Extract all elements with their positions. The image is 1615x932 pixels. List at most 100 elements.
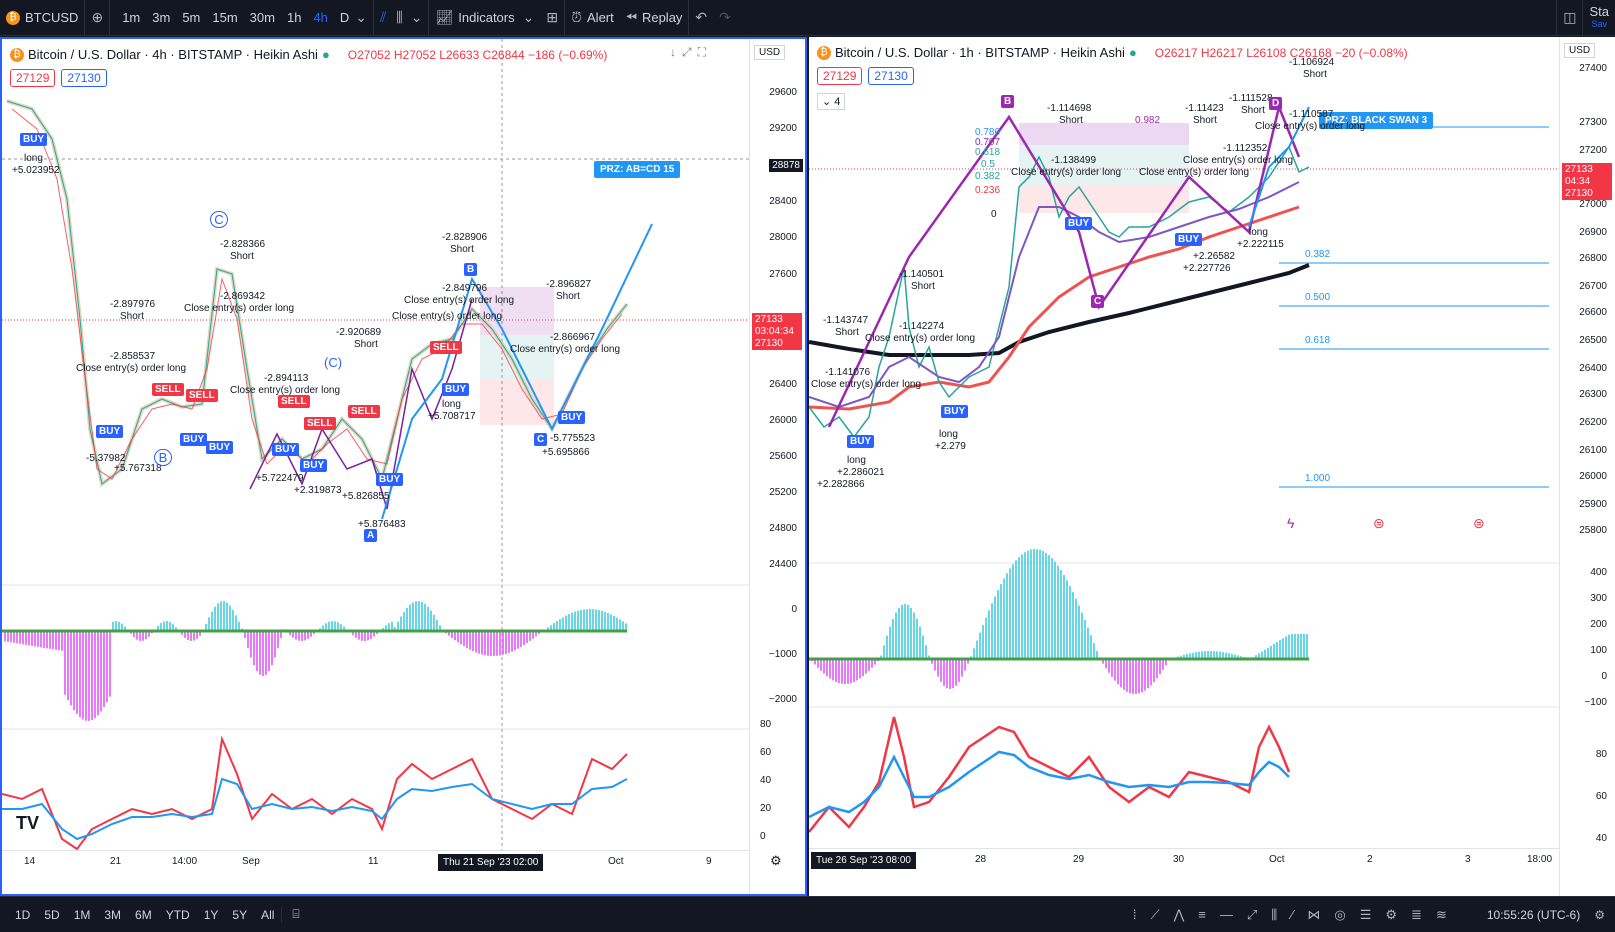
gear-icon[interactable]: ⚙ <box>1594 907 1605 922</box>
histogram-bar <box>394 627 396 631</box>
us-flag-event-icon[interactable]: ⊜ <box>1473 515 1485 531</box>
osc-tick: −2000 <box>768 694 797 705</box>
channel-tool-icon[interactable]: ☰ <box>1359 906 1372 922</box>
line-tool-icon[interactable]: ∕ <box>1291 906 1294 922</box>
us-flag-event-icon[interactable]: ⊜ <box>1373 515 1385 531</box>
range-5D[interactable]: 5D <box>44 907 60 922</box>
clock[interactable]: 10:55:26 (UTC-6) <box>1486 907 1581 922</box>
undo-button[interactable]: ↶ <box>688 0 713 36</box>
alert-button[interactable]: ⏰︎ Alert <box>564 0 620 36</box>
bid-price[interactable]: 27129 <box>817 67 863 85</box>
pattern-tool-icon[interactable]: ⋀ <box>1173 906 1185 922</box>
chart-pane-right[interactable]: ₿ Bitcoin / U.S. Dollar · 1h · BITSTAMP … <box>809 37 1615 896</box>
histogram-bar <box>514 631 516 651</box>
bar-style-icon[interactable]: ⫼ <box>396 9 403 25</box>
panel-toggle-button[interactable]: ◫ <box>1556 0 1582 36</box>
price-axis-left[interactable]: USD 29600 29200 28878 28400 28000 27600 … <box>749 39 805 894</box>
fib-tool-icon[interactable]: ≡ <box>1198 906 1206 922</box>
maximize-icon[interactable]: ⤢ <box>682 45 692 59</box>
layout-button[interactable]: ⊞ <box>540 0 564 36</box>
rsi-line-blue <box>809 750 1290 819</box>
histogram-bar <box>172 624 174 631</box>
chevron-down-icon[interactable]: ⌄ <box>410 9 423 25</box>
chart-legend[interactable]: ₿ Bitcoin / U.S. Dollar · 1h · BITSTAMP … <box>817 45 1408 60</box>
time-axis-left[interactable]: 14 21 14:00 Sep 11 Thu 21 Sep '23 02:00 … <box>2 850 749 872</box>
chart-legend[interactable]: ₿ Bitcoin / U.S. Dollar · 4h · BITSTAMP … <box>10 47 607 62</box>
chart-pane-left[interactable]: ₿ Bitcoin / U.S. Dollar · 4h · BITSTAMP … <box>0 37 807 896</box>
y-tick: 24400 <box>769 559 797 570</box>
replay-button[interactable]: ⏪︎ Replay <box>620 0 689 36</box>
timeframe-30m[interactable]: 30m <box>249 9 275 25</box>
range-YTD[interactable]: YTD <box>165 907 190 922</box>
indicators-button[interactable]: 📈︎ Indicators ⌄ <box>428 0 540 36</box>
save-sub-label: Sav <box>1591 18 1607 29</box>
range-All[interactable]: All <box>261 907 275 922</box>
timeframe-5m[interactable]: 5m <box>182 9 201 25</box>
histogram-bar <box>229 605 231 631</box>
range-3M[interactable]: 3M <box>104 907 122 922</box>
compare-button[interactable]: ⊕ <box>84 0 109 36</box>
range-5Y[interactable]: 5Y <box>232 907 248 922</box>
x-tick: Oct <box>608 856 624 867</box>
chevron-down-icon[interactable]: ⌄ <box>355 9 368 25</box>
range-6M[interactable]: 6M <box>135 907 152 922</box>
lines-tool-icon[interactable]: ≋ <box>1435 906 1447 922</box>
histogram-bar <box>892 618 894 659</box>
save-area[interactable]: Sta Sav <box>1582 0 1615 36</box>
osc-tick: 0 <box>1601 671 1607 682</box>
histogram-bar <box>1033 549 1035 659</box>
symbol-search[interactable]: ₿ BTCUSD <box>0 0 84 36</box>
date-range-icon[interactable]: ⌸ <box>281 907 306 922</box>
arrow-down-icon[interactable]: ↓ <box>670 45 676 59</box>
y-tick: 24800 <box>769 523 797 534</box>
annotation: Short <box>354 339 378 350</box>
histogram-bar <box>4 631 6 642</box>
y-tick: 26300 <box>1579 389 1607 400</box>
histogram-bar <box>1186 654 1188 659</box>
price-axis-right[interactable]: USD 27400 27300 27200 27133 04:34 27130 … <box>1559 37 1615 896</box>
y-tick: 26400 <box>769 379 797 390</box>
currency-selector[interactable]: USD <box>754 45 786 60</box>
price-line <box>809 145 1310 439</box>
range-1Y[interactable]: 1Y <box>203 907 219 922</box>
histogram-bar <box>181 631 183 635</box>
bid-price[interactable]: 27129 <box>10 69 56 87</box>
redo-button[interactable]: ↷ <box>713 0 737 36</box>
rsi-tick: 40 <box>1595 833 1607 844</box>
pattern-box <box>480 379 554 425</box>
timeframe-1h[interactable]: 1h <box>286 9 302 25</box>
timeframe-D[interactable]: D <box>339 9 350 25</box>
drag-handle-icon[interactable]: ⁞ <box>1132 906 1137 922</box>
fullscreen-icon[interactable]: ⛶ <box>697 45 707 59</box>
bars-tool-icon[interactable]: ⫼ <box>1271 906 1278 922</box>
annotation: -2.828906 <box>442 232 488 243</box>
currency-selector[interactable]: USD <box>1564 43 1596 58</box>
tradingview-logo[interactable]: TV <box>16 813 40 833</box>
indicator-collapse[interactable]: ⌄ 4 <box>817 93 846 110</box>
harmonic-blue <box>1248 106 1310 228</box>
timeframe-3m[interactable]: 3m <box>152 9 171 25</box>
settings-sliders-icon[interactable]: ⚙ <box>1385 906 1398 922</box>
circle-tool-icon[interactable]: ◎ <box>1334 906 1346 922</box>
timeframe-4h[interactable]: 4h <box>313 9 328 25</box>
ray-icon[interactable]: ⤢ <box>1246 906 1258 922</box>
trend-tool-icon[interactable]: ⟋ <box>1150 906 1160 922</box>
candles-icon[interactable]: ⫽ <box>380 9 387 25</box>
fib-extension-icon[interactable]: ≣ <box>1411 906 1422 922</box>
histogram-bar <box>133 631 135 638</box>
lightning-event-icon[interactable]: ϟ <box>1287 515 1295 531</box>
settings-gear-icon[interactable]: ⚙ <box>770 853 782 868</box>
horizontal-line-icon[interactable]: — <box>1219 906 1233 922</box>
range-1D[interactable]: 1D <box>15 907 31 922</box>
range-1M[interactable]: 1M <box>73 907 91 922</box>
time-axis-right[interactable]: Tue 26 Sep '23 08:00 28 29 30 Oct 2 3 18… <box>809 848 1559 870</box>
ask-price[interactable]: 27130 <box>868 67 914 85</box>
annotation: long <box>847 455 866 466</box>
chevron-down-icon: ⌄ <box>522 9 535 25</box>
right-chart-canvas[interactable] <box>809 37 1615 892</box>
timeframe-1m[interactable]: 1m <box>122 9 141 25</box>
ask-price[interactable]: 27130 <box>61 69 107 87</box>
timeframe-15m[interactable]: 15m <box>212 9 238 25</box>
xabcd-tool-icon[interactable]: ⋈ <box>1307 906 1321 922</box>
annotation: Short <box>230 251 254 262</box>
